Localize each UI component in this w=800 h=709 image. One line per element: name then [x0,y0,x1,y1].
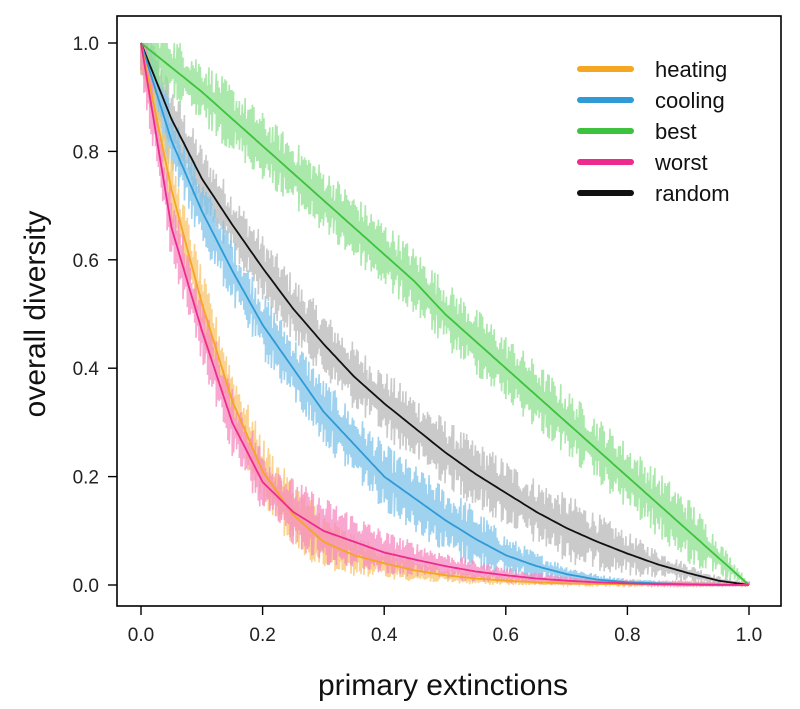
legend-label-best: best [655,119,697,144]
y-axis-title: overall diversity [19,211,52,418]
y-axis: 0.0 0.2 0.4 0.6 0.8 1.0 [73,34,117,597]
legend-label-heating: heating [655,57,727,82]
line-worst [140,42,749,586]
y-tick-label: 0.4 [73,359,100,380]
legend-label-cooling: cooling [655,88,725,113]
x-axis: 0.0 0.2 0.4 0.6 0.8 1.0 [128,606,762,646]
line-random [140,42,750,586]
line-cooling [140,42,749,586]
legend-label-random: random [655,181,730,206]
x-tick-label: 0.2 [249,625,275,646]
y-tick-label: 0.0 [73,576,99,597]
plot-frame [116,15,782,607]
y-tick-label: 0.8 [73,142,99,163]
y-tick-label: 0.6 [73,251,99,272]
series-lines [140,42,750,586]
x-tick-label: 0.6 [493,625,519,646]
legend-label-worst: worst [654,150,708,175]
legend: heating cooling best worst random [577,57,730,206]
y-tick-label: 0.2 [73,468,99,489]
x-tick-label: 0.4 [371,625,398,646]
y-tick-label: 1.0 [73,34,99,55]
x-tick-label: 0.8 [614,625,640,646]
line-best [140,42,750,586]
x-axis-title: primary extinctions [318,669,568,702]
x-tick-label: 0.0 [128,625,154,646]
x-tick-label: 1.0 [736,625,762,646]
